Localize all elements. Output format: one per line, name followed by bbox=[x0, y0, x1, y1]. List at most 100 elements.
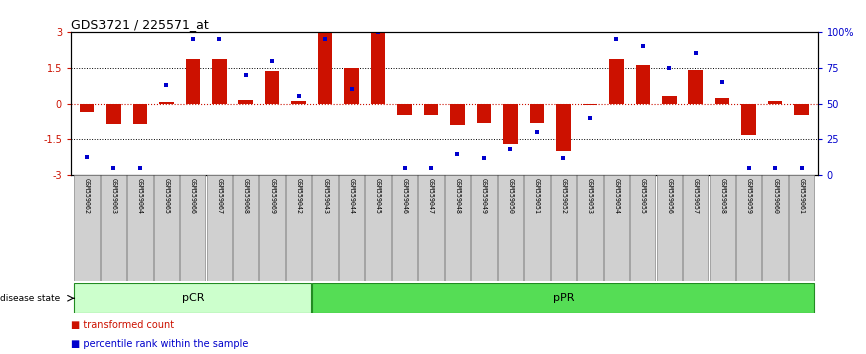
Bar bbox=[604, 175, 629, 281]
Bar bbox=[503, 104, 518, 144]
Point bbox=[239, 72, 253, 78]
Bar bbox=[313, 283, 814, 313]
Text: GSM559047: GSM559047 bbox=[428, 178, 434, 215]
Bar bbox=[391, 175, 417, 281]
Bar bbox=[265, 71, 280, 104]
Point bbox=[795, 165, 809, 171]
Point bbox=[318, 36, 332, 42]
Text: GSM559059: GSM559059 bbox=[746, 178, 752, 215]
Bar bbox=[630, 175, 656, 281]
Point bbox=[742, 165, 756, 171]
Bar bbox=[530, 104, 544, 123]
Bar bbox=[212, 59, 227, 104]
Text: GSM559057: GSM559057 bbox=[693, 178, 699, 215]
Bar bbox=[127, 175, 152, 281]
Text: GSM559060: GSM559060 bbox=[772, 178, 779, 215]
Bar bbox=[583, 104, 598, 105]
Bar bbox=[715, 98, 729, 104]
Text: GSM559068: GSM559068 bbox=[242, 178, 249, 215]
Text: GSM559063: GSM559063 bbox=[110, 178, 116, 215]
Bar bbox=[683, 175, 708, 281]
Bar bbox=[418, 175, 443, 281]
Text: pCR: pCR bbox=[182, 293, 204, 303]
Bar bbox=[662, 96, 676, 104]
Text: GSM559046: GSM559046 bbox=[402, 178, 408, 215]
Point bbox=[477, 155, 491, 161]
Text: GSM559042: GSM559042 bbox=[295, 178, 301, 215]
Text: GSM559049: GSM559049 bbox=[481, 178, 487, 215]
Text: GSM559062: GSM559062 bbox=[84, 178, 90, 215]
Bar bbox=[74, 283, 312, 313]
Bar bbox=[132, 104, 147, 124]
Point bbox=[688, 51, 702, 56]
Bar bbox=[159, 102, 173, 104]
Bar bbox=[524, 175, 550, 281]
Text: GSM559048: GSM559048 bbox=[455, 178, 461, 215]
Bar bbox=[741, 104, 756, 135]
Point bbox=[557, 155, 571, 161]
Bar bbox=[339, 175, 365, 281]
Bar bbox=[397, 104, 412, 115]
Text: GSM559064: GSM559064 bbox=[137, 178, 143, 215]
Bar bbox=[371, 32, 385, 104]
Bar bbox=[768, 101, 782, 104]
Point bbox=[610, 36, 624, 42]
Text: GSM559065: GSM559065 bbox=[164, 178, 170, 215]
Text: GSM559056: GSM559056 bbox=[666, 178, 672, 215]
Bar bbox=[556, 104, 571, 152]
Bar bbox=[80, 104, 94, 112]
Bar bbox=[577, 175, 603, 281]
Text: ■ percentile rank within the sample: ■ percentile rank within the sample bbox=[71, 339, 249, 349]
Bar bbox=[445, 175, 470, 281]
Point bbox=[715, 79, 729, 85]
Point bbox=[450, 151, 464, 156]
Point bbox=[583, 115, 597, 121]
Bar bbox=[74, 175, 100, 281]
Point bbox=[212, 36, 226, 42]
Point bbox=[107, 165, 120, 171]
Point bbox=[345, 86, 359, 92]
Text: GSM559069: GSM559069 bbox=[269, 178, 275, 215]
Bar bbox=[789, 175, 814, 281]
Text: GSM559045: GSM559045 bbox=[375, 178, 381, 215]
Bar bbox=[233, 175, 258, 281]
Bar bbox=[365, 175, 391, 281]
Bar bbox=[609, 59, 624, 104]
Bar bbox=[476, 104, 491, 123]
Text: GSM559066: GSM559066 bbox=[190, 178, 196, 215]
Point bbox=[132, 165, 146, 171]
Text: GSM559051: GSM559051 bbox=[534, 178, 540, 215]
Bar bbox=[207, 175, 232, 281]
Bar bbox=[423, 104, 438, 115]
Point bbox=[397, 165, 411, 171]
Bar bbox=[107, 104, 120, 124]
Bar bbox=[636, 65, 650, 104]
Bar bbox=[709, 175, 735, 281]
Bar bbox=[318, 32, 333, 104]
Bar bbox=[180, 175, 205, 281]
Point bbox=[372, 29, 385, 35]
Bar bbox=[762, 175, 788, 281]
Text: pPR: pPR bbox=[553, 293, 574, 303]
Text: GSM559043: GSM559043 bbox=[322, 178, 328, 215]
Bar bbox=[313, 175, 338, 281]
Bar bbox=[551, 175, 576, 281]
Bar bbox=[286, 175, 312, 281]
Text: GSM559055: GSM559055 bbox=[640, 178, 646, 215]
Point bbox=[768, 165, 782, 171]
Text: GSM559050: GSM559050 bbox=[507, 178, 514, 215]
Bar bbox=[471, 175, 497, 281]
Point bbox=[80, 154, 94, 159]
Bar bbox=[291, 101, 306, 104]
Bar bbox=[794, 104, 809, 115]
Bar bbox=[498, 175, 523, 281]
Text: GSM559058: GSM559058 bbox=[719, 178, 725, 215]
Text: GSM559053: GSM559053 bbox=[587, 178, 593, 215]
Bar bbox=[450, 104, 465, 125]
Bar bbox=[185, 59, 200, 104]
Point bbox=[159, 82, 173, 88]
Text: GSM559067: GSM559067 bbox=[216, 178, 223, 215]
Point bbox=[636, 44, 650, 49]
Text: GSM559061: GSM559061 bbox=[798, 178, 805, 215]
Bar bbox=[238, 100, 253, 104]
